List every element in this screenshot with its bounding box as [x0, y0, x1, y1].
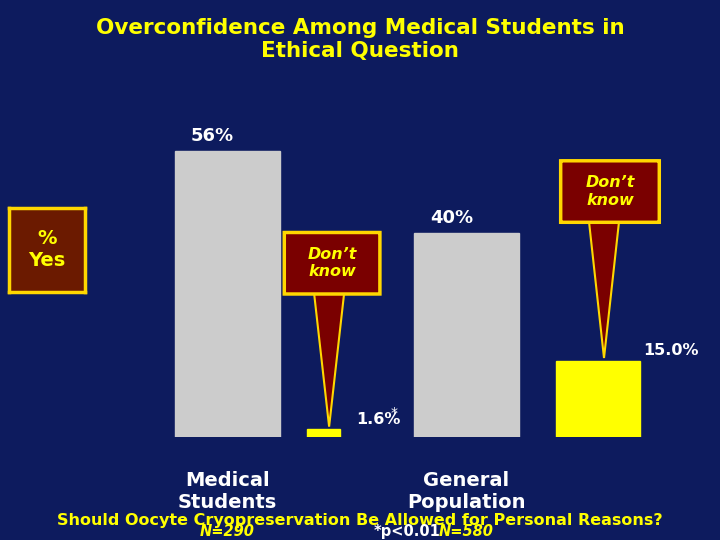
Text: 15.0%: 15.0%: [643, 343, 698, 358]
Text: General
Population: General Population: [408, 471, 526, 512]
Text: %
Yes: % Yes: [29, 230, 66, 270]
Text: Should Oocyte Cryopreservation Be Allowed for Personal Reasons?: Should Oocyte Cryopreservation Be Allowe…: [57, 513, 663, 528]
Text: 1.6%: 1.6%: [356, 411, 400, 427]
Text: 56%: 56%: [191, 127, 234, 145]
Text: Overconfidence Among Medical Students in
Ethical Question: Overconfidence Among Medical Students in…: [96, 17, 624, 60]
Text: *p<0.01: *p<0.01: [374, 524, 440, 539]
Text: *: *: [391, 406, 397, 420]
Polygon shape: [589, 222, 619, 358]
Text: Don’t
know: Don’t know: [307, 247, 357, 280]
Bar: [557, 361, 640, 437]
FancyBboxPatch shape: [561, 161, 660, 222]
Bar: [175, 151, 280, 437]
FancyBboxPatch shape: [284, 233, 380, 294]
Polygon shape: [314, 294, 344, 427]
Bar: [307, 429, 340, 437]
Text: Don’t
know: Don’t know: [585, 176, 634, 208]
Text: Medical
Students: Medical Students: [178, 471, 277, 512]
Text: N=290: N=290: [200, 524, 255, 539]
Text: N=580: N=580: [439, 524, 494, 539]
Bar: [414, 233, 519, 437]
Text: 40%: 40%: [430, 210, 473, 227]
